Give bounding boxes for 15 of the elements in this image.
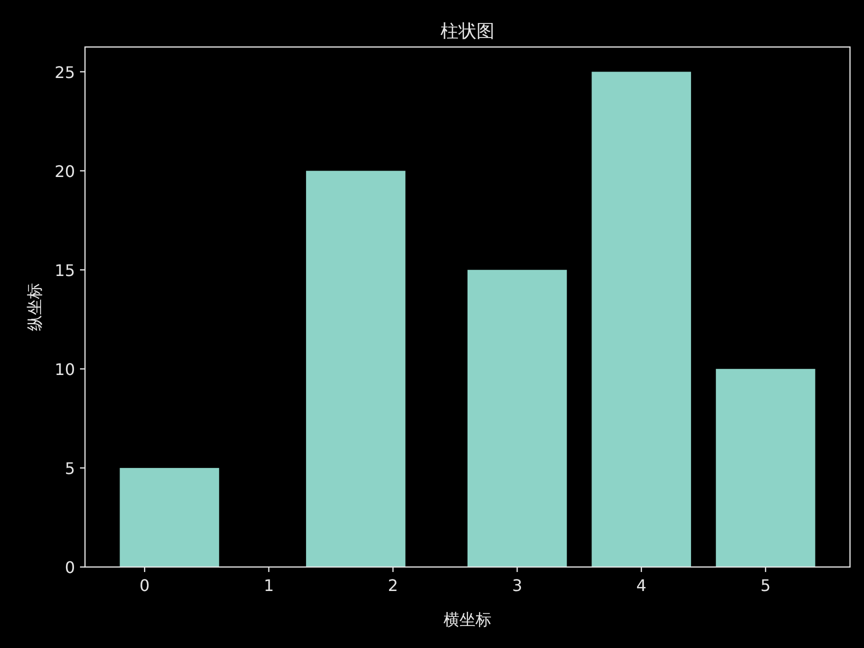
x-tick-label: 3: [512, 576, 522, 595]
y-tick-label: 5: [64, 458, 75, 478]
x-tick-label: 5: [760, 576, 771, 595]
y-tick-label: 25: [54, 62, 75, 82]
y-tick-label: 20: [54, 162, 75, 181]
y-axis-title: 纵坐标: [25, 283, 44, 331]
y-tick-label: 15: [54, 260, 75, 280]
y-tick-label: 0: [64, 558, 75, 577]
x-axis-title: 横坐标: [444, 610, 492, 629]
x-tick-label: 1: [264, 576, 274, 595]
y-tick-label: 10: [54, 360, 75, 379]
x-tick-label: 0: [140, 576, 150, 595]
x-tick-label: 4: [636, 576, 646, 595]
chart-title: 柱状图: [440, 21, 494, 42]
x-tick-label: 2: [388, 576, 398, 595]
